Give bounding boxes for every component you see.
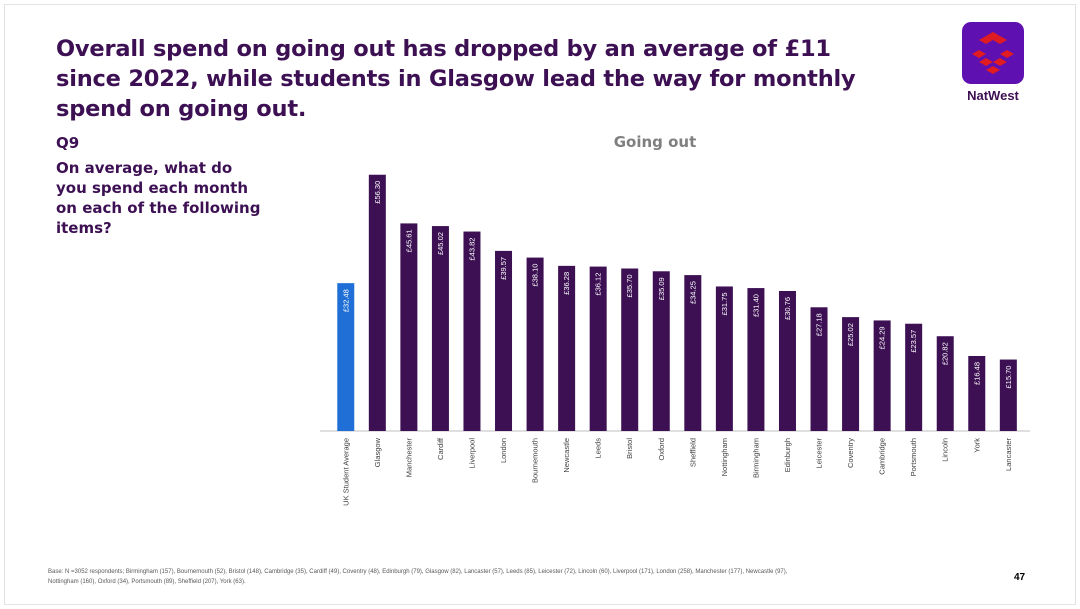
- page-number: 47: [1014, 572, 1026, 583]
- bar: [684, 275, 702, 431]
- x-tick-label: London: [499, 438, 508, 463]
- bar-value-label: £45.61: [404, 229, 413, 252]
- x-tick-label: Cambridge: [878, 438, 887, 475]
- bar: [999, 359, 1017, 431]
- x-tick-label: Bristol: [625, 438, 634, 459]
- question-number: Q9: [56, 134, 80, 152]
- bar: [905, 323, 923, 431]
- bar-value-label: £23.57: [909, 330, 918, 353]
- bar-value-label: £45.02: [436, 232, 445, 255]
- bar-value-label: £35.09: [657, 277, 666, 300]
- bar: [715, 286, 733, 431]
- bar-value-label: £36.12: [594, 273, 603, 296]
- bar-value-label: £15.70: [1004, 366, 1013, 389]
- bar-value-label: £34.25: [688, 281, 697, 304]
- bar-value-label: £38.10: [531, 264, 540, 287]
- bar-value-label: £30.76: [783, 297, 792, 320]
- bar-value-label: £36.28: [562, 272, 571, 295]
- x-tick-label: Liverpool: [467, 438, 476, 469]
- x-tick-label: Manchester: [404, 438, 413, 478]
- bar: [337, 283, 355, 431]
- x-tick-label: Leicester: [815, 438, 824, 469]
- bar: [558, 265, 576, 431]
- bar-value-label: £27.18: [815, 313, 824, 336]
- bar-value-label: £35.70: [625, 275, 634, 298]
- bar: [778, 290, 796, 431]
- x-tick-label: Glasgow: [373, 437, 382, 467]
- bar: [463, 231, 481, 431]
- x-tick-label: Sheffield: [688, 438, 697, 467]
- x-tick-label: Nottingham: [720, 438, 729, 476]
- logo-background: [962, 22, 1024, 84]
- x-tick-label: UK Student Average: [341, 438, 350, 506]
- logo-mark: [972, 32, 1014, 74]
- bar-value-label: £25.02: [846, 323, 855, 346]
- bar-value-label: £43.82: [467, 238, 476, 261]
- x-tick-label: Portsmouth: [909, 438, 918, 476]
- x-tick-label: Birmingham: [751, 438, 760, 478]
- bar: [652, 271, 670, 431]
- x-tick-label: Cardiff: [436, 437, 445, 460]
- bar-value-label: £31.40: [751, 294, 760, 317]
- chart-title: Going out: [613, 133, 697, 151]
- bar: [936, 336, 954, 431]
- bar: [526, 257, 544, 431]
- bar-chart: £32.48 UK Student Average £56.30 Glasgow £45…: [320, 174, 1030, 506]
- x-tick-label: Oxford: [657, 438, 666, 461]
- bar-value-label: £32.48: [341, 289, 350, 312]
- bar: [873, 320, 891, 431]
- bar: [621, 268, 639, 431]
- slide-frame: [4, 4, 1076, 605]
- base-note: Base: N =3052 respondents; Birmingham (1…: [48, 569, 788, 585]
- bar-value-label: £56.30: [373, 181, 382, 204]
- x-tick-label: Lancaster: [1004, 437, 1013, 470]
- bar: [431, 226, 449, 431]
- bar-value-label: £31.75: [720, 292, 729, 315]
- bar: [589, 266, 607, 431]
- slide-headline: Overall spend on going out has dropped b…: [56, 36, 856, 122]
- bar-value-label: £24.29: [878, 326, 887, 349]
- bar: [495, 250, 513, 431]
- x-tick-label: York: [972, 438, 981, 453]
- x-tick-label: Lincoln: [941, 438, 950, 462]
- bar: [842, 317, 860, 431]
- bar: [368, 174, 386, 432]
- x-tick-label: Bournemouth: [531, 438, 540, 483]
- bar-value-label: £20.82: [941, 342, 950, 365]
- bar-value-label: £16.48: [972, 362, 981, 385]
- question-text: On average, what do you spend each month…: [56, 159, 261, 237]
- bar: [810, 307, 828, 431]
- x-tick-label: Edinburgh: [783, 438, 792, 472]
- x-tick-label: Newcastle: [562, 438, 571, 473]
- bar: [400, 223, 418, 431]
- natwest-logo-icon: [962, 22, 1024, 84]
- brand-name: NatWest: [967, 88, 1019, 103]
- x-tick-label: Leeds: [594, 438, 603, 459]
- bar-value-label: £39.57: [499, 257, 508, 280]
- x-tick-label: Coventry: [846, 438, 855, 468]
- bar: [747, 288, 765, 431]
- bar: [968, 355, 986, 431]
